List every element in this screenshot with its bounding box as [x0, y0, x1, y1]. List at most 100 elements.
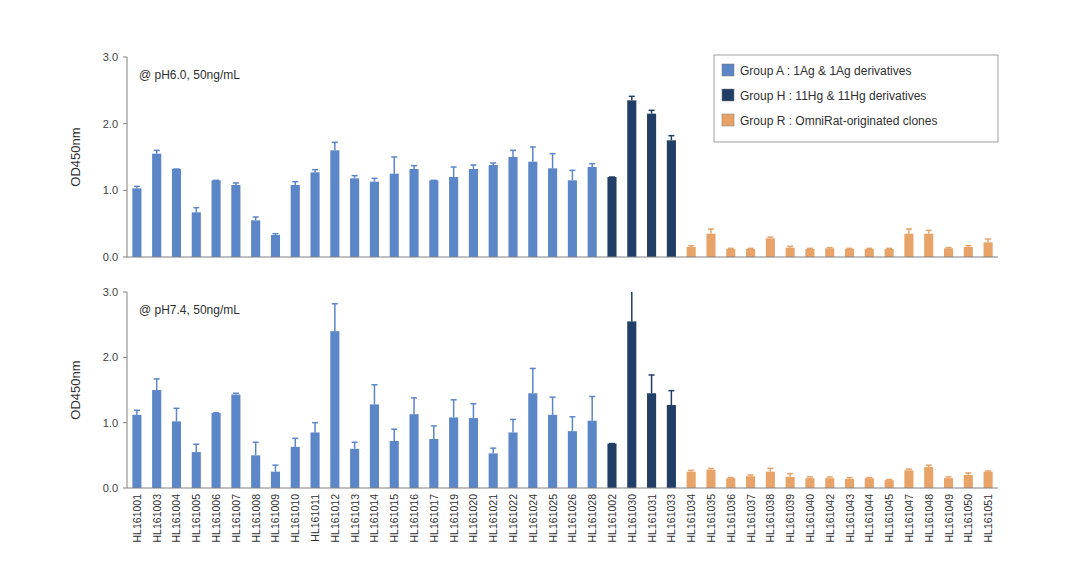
error-bar	[649, 110, 655, 113]
error-bar	[213, 412, 219, 413]
error-bar	[728, 477, 734, 479]
bar	[647, 114, 656, 257]
bar	[390, 441, 399, 488]
error-bar	[391, 157, 397, 174]
x-tick-label: HL161045	[883, 494, 895, 543]
error-cap	[510, 150, 516, 152]
error-bar	[292, 182, 298, 185]
error-line	[413, 398, 415, 414]
error-line	[631, 292, 633, 321]
error-cap	[490, 162, 496, 164]
y-tick-label: 3.0	[103, 286, 118, 298]
bar	[805, 249, 814, 257]
error-bar	[569, 170, 575, 180]
bar	[766, 472, 775, 488]
error-bar	[886, 248, 892, 250]
bar	[291, 447, 300, 488]
bar	[508, 432, 517, 488]
error-cap	[985, 470, 991, 472]
error-bar	[906, 469, 912, 470]
error-cap	[866, 477, 872, 479]
error-cap	[688, 245, 694, 247]
error-bar	[510, 150, 516, 157]
error-bar	[609, 177, 615, 178]
error-bar	[866, 477, 872, 479]
bar	[825, 248, 834, 257]
error-cap	[985, 238, 991, 240]
panel-title: @ pH7.4, 50ng/mL	[139, 303, 240, 317]
bar	[390, 174, 399, 257]
x-tick-label: HL161031	[646, 494, 658, 543]
error-bar	[688, 246, 694, 247]
bar	[291, 185, 300, 257]
error-line	[552, 154, 554, 169]
error-bar	[312, 423, 318, 433]
legend-swatch	[722, 89, 734, 101]
error-bar	[451, 400, 457, 418]
y-tick	[123, 123, 127, 124]
bar	[311, 432, 320, 488]
error-bar	[767, 468, 773, 471]
error-line	[334, 304, 336, 331]
bar	[251, 220, 260, 257]
error-cap	[312, 169, 318, 171]
error-bar	[371, 385, 377, 405]
error-cap	[134, 186, 140, 188]
bar	[152, 154, 161, 257]
chart: 0.01.02.03.0OD450nm@ pH6.0, 50ng/mLGroup…	[0, 0, 1072, 587]
legend-box	[714, 55, 998, 142]
bar	[588, 167, 597, 257]
error-cap	[589, 396, 595, 398]
error-cap	[213, 412, 219, 414]
x-tick-label: HL161033	[665, 494, 677, 543]
error-cap	[490, 447, 496, 449]
error-bar	[708, 468, 714, 469]
x-tick-label: HL161050	[962, 494, 974, 543]
error-bar	[490, 163, 496, 165]
error-line	[433, 426, 435, 439]
x-tick-label: HL161044	[863, 494, 875, 543]
bar	[964, 475, 973, 488]
error-bar	[767, 237, 773, 238]
y-tick	[123, 422, 127, 423]
x-tick-label: HL161006	[210, 494, 222, 543]
x-tick-label: HL161005	[190, 494, 202, 543]
bar	[548, 168, 557, 257]
error-bar	[589, 397, 595, 421]
error-cap	[352, 175, 358, 177]
error-cap	[807, 248, 813, 250]
error-bar	[431, 180, 437, 181]
bar	[132, 188, 141, 257]
x-tick-label: HL161051	[982, 494, 994, 543]
error-bar	[173, 408, 179, 421]
x-tick-label: HL161040	[804, 494, 816, 543]
x-tick-label: HL161019	[448, 494, 460, 543]
error-cap	[847, 248, 853, 250]
error-bar	[272, 465, 278, 472]
error-line	[275, 465, 277, 472]
error-bar	[569, 417, 575, 431]
error-line	[196, 444, 198, 452]
error-bar	[649, 375, 655, 393]
error-bar	[154, 379, 160, 390]
bar	[192, 212, 201, 257]
error-bar	[728, 248, 734, 250]
y-tick	[123, 190, 127, 191]
error-bar	[530, 368, 536, 393]
error-line	[473, 404, 475, 418]
y-tick-label: 3.0	[103, 51, 118, 63]
x-tick-label: HL161012	[329, 494, 341, 543]
error-bar	[233, 183, 239, 185]
x-tick-label: HL161030	[626, 494, 638, 543]
error-cap	[451, 399, 457, 401]
bar	[469, 169, 478, 257]
bar	[449, 417, 458, 488]
y-tick	[123, 57, 127, 58]
bar	[231, 185, 240, 257]
error-bar	[233, 393, 239, 394]
error-cap	[965, 472, 971, 474]
bar	[212, 180, 221, 257]
error-cap	[470, 164, 476, 166]
error-line	[354, 442, 356, 449]
x-tick-label: HL161004	[170, 494, 182, 543]
